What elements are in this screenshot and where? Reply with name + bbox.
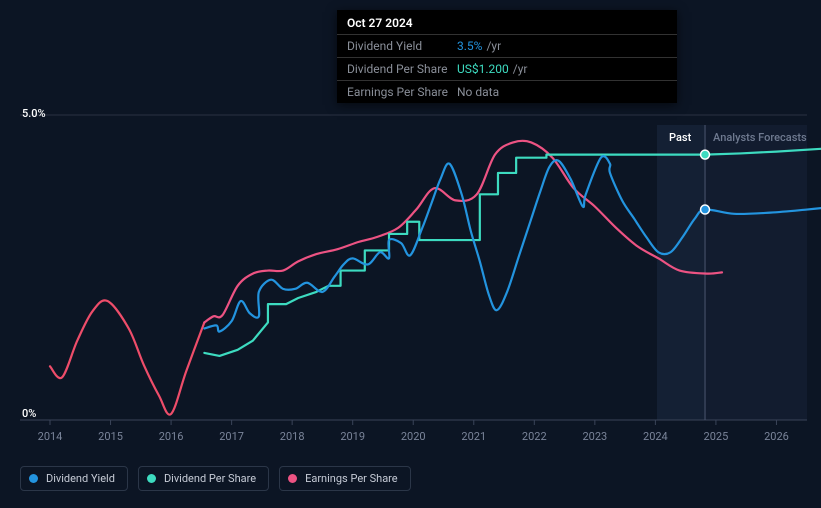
legend-label: Dividend Yield: [46, 472, 115, 485]
x-axis-year: 2014: [38, 430, 63, 443]
legend-item-dps[interactable]: Dividend Per Share: [138, 466, 269, 491]
legend-label: Dividend Per Share: [164, 472, 256, 485]
legend-dot-icon: [147, 474, 156, 483]
x-axis-year: 2021: [461, 430, 486, 443]
tooltip-date: Oct 27 2024: [337, 10, 677, 35]
legend-item-dy[interactable]: Dividend Yield: [20, 466, 128, 491]
tooltip-metric-unit: /yr: [513, 62, 528, 76]
tooltip-metric-value: 3.5%: [457, 39, 482, 53]
x-axis-year: 2017: [219, 430, 244, 443]
x-axis-year: 2018: [280, 430, 305, 443]
tooltip-metric-unit: /yr: [486, 39, 501, 53]
x-axis-year: 2016: [159, 430, 184, 443]
chart-legend: Dividend Yield Dividend Per Share Earnings…: [20, 466, 411, 491]
x-axis-year: 2024: [643, 430, 668, 443]
y-axis-label-max: 5.0%: [22, 107, 46, 120]
legend-dot-icon: [288, 474, 297, 483]
tooltip-metric-value: US$1.200: [457, 62, 509, 76]
x-axis-year: 2019: [340, 430, 365, 443]
x-axis-year: 2015: [98, 430, 123, 443]
tooltip-row: Dividend Yield3.5% /yr: [337, 35, 677, 58]
x-axis-year: 2020: [401, 430, 426, 443]
tooltip-metric-label: Dividend Per Share: [347, 62, 457, 76]
dividend-chart: 5.0% 0% Past Analysts Forecasts 20142015…: [0, 0, 821, 508]
x-axis-year: 2026: [764, 430, 789, 443]
plot-area[interactable]: [20, 115, 807, 420]
x-axis-labels: 2014 2015 2016 2017 2018 2019 2020 2021 2022 2023…: [20, 430, 807, 448]
chart-tooltip: Oct 27 2024 Dividend Yield3.5%/yrDividen…: [337, 10, 677, 103]
legend-dot-icon: [29, 474, 38, 483]
tooltip-row: Earnings Per ShareNo data: [337, 81, 677, 103]
tooltip-metric-label: Dividend Yield: [347, 39, 457, 53]
y-axis-label-min: 0%: [22, 407, 36, 420]
x-axis-year: 2022: [522, 430, 547, 443]
tooltip-metric-label: Earnings Per Share: [347, 85, 457, 99]
legend-item-eps[interactable]: Earnings Per Share: [279, 466, 411, 491]
legend-label: Earnings Per Share: [305, 472, 398, 485]
tooltip-metric-value: No data: [457, 85, 499, 99]
tooltip-row: Dividend Per ShareUS$1.200/yr: [337, 58, 677, 81]
x-axis-year: 2023: [582, 430, 607, 443]
x-axis-year: 2025: [704, 430, 729, 443]
